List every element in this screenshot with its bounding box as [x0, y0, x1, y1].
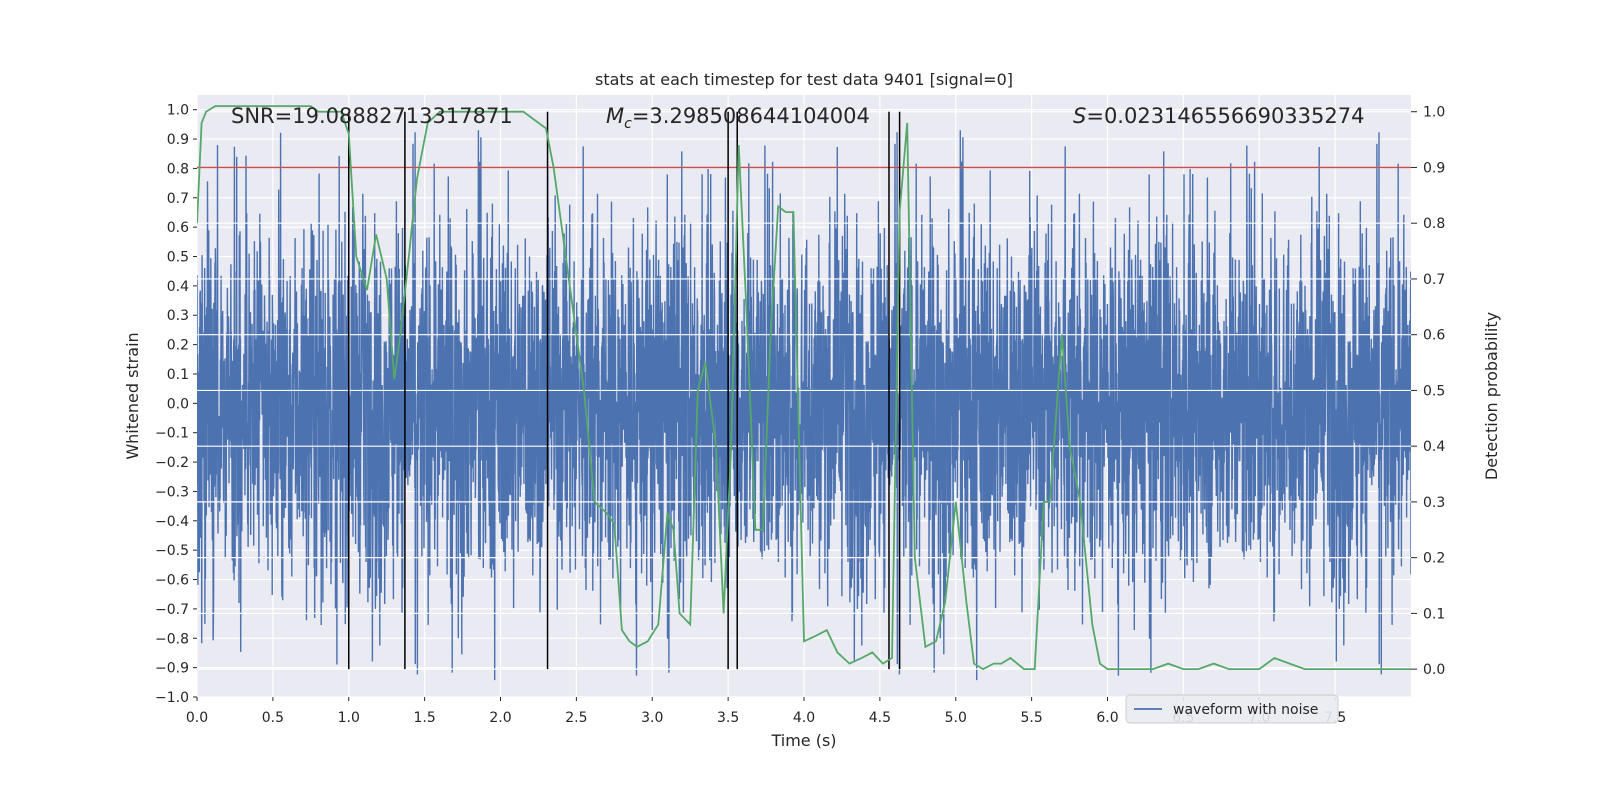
y-axis-ticks: 1.0 0.9 0.8 0.7 0.6 0.5 0.4 0.3 0.2 0.1 0.0 −0.1 −0.… [155, 103, 197, 706]
x-tick-label: 0.0 [186, 710, 208, 726]
y2-tick-label: 0.7 [1423, 272, 1445, 288]
snr-annotation: SNR=19.08882713317871 [231, 104, 513, 128]
x-axis-label: Time (s) [770, 731, 836, 750]
x-tick-label: 5.0 [945, 710, 967, 726]
x-tick-label: 5.5 [1020, 710, 1042, 726]
x-tick-label: 4.0 [793, 710, 815, 726]
y2-tick-label: 0.3 [1423, 495, 1445, 511]
y2-tick-label: 0.1 [1423, 606, 1445, 622]
y-tick-label: 1.0 [167, 103, 189, 119]
y-tick-label: −1.0 [155, 690, 189, 706]
mc-value: =3.298508644104004 [632, 104, 870, 128]
y2-tick-label: 0.0 [1423, 662, 1445, 678]
y2-tick-label: 0.5 [1423, 383, 1445, 399]
x-tick-label: 2.5 [565, 710, 587, 726]
y2-tick-label: 0.4 [1423, 439, 1445, 455]
x-tick-label: 2.0 [489, 710, 511, 726]
x-tick-label: 6.0 [1096, 710, 1118, 726]
x-tick-label: 0.5 [262, 710, 284, 726]
y-tick-label: −0.7 [155, 602, 189, 618]
waveform-series [197, 130, 1411, 681]
x-tick-label: 1.0 [338, 710, 360, 726]
y-tick-label: 0.4 [167, 279, 189, 295]
y-tick-label: 0.2 [167, 338, 189, 354]
y-tick-label: 0.7 [167, 191, 189, 207]
y-tick-label: −0.9 [155, 661, 189, 677]
legend-box [1125, 694, 1339, 724]
y-axis-label: Whitened strain [123, 332, 142, 459]
y-tick-label: 0.3 [167, 308, 189, 324]
x-tick-label: 1.5 [413, 710, 435, 726]
y-tick-label: 0.6 [167, 220, 189, 236]
x-tick-label: 4.5 [869, 710, 891, 726]
chart-title: stats at each timestep for test data 940… [595, 70, 1013, 89]
y-tick-label: 0.5 [167, 250, 189, 266]
y2-tick-label: 0.6 [1423, 328, 1445, 344]
waveform-line [197, 130, 1411, 681]
legend-label: waveform with noise [1173, 702, 1318, 718]
event-lines [348, 111, 901, 670]
y2-tick-label: 0.2 [1423, 551, 1445, 567]
y-tick-label: −0.1 [155, 426, 189, 442]
y-tick-label: 0.9 [167, 132, 189, 148]
y-tick-label: −0.8 [155, 631, 189, 647]
s-value: =0.023146556690335274 [1086, 104, 1364, 128]
y-tick-label: 0.8 [167, 161, 189, 177]
y2-tick-label: 0.9 [1423, 160, 1445, 176]
s-annotation: S=0.023146556690335274 [1073, 104, 1364, 128]
probability-line [197, 105, 1411, 671]
y2-axis-label: Detection probability [1482, 312, 1501, 480]
y-tick-label: −0.3 [155, 484, 189, 500]
legend: waveform with noise [1125, 694, 1339, 724]
mc-annotation: Mc=3.298508644104004 [606, 104, 870, 132]
y2-axis-ticks: 1.0 0.9 0.8 0.7 0.6 0.5 0.4 0.3 0.2 0.1 0.0 [1411, 105, 1445, 678]
y-tick-label: −0.6 [155, 573, 189, 589]
y-tick-label: 0.0 [167, 396, 189, 412]
probability-series [197, 105, 1411, 671]
y-tick-label: −0.5 [155, 543, 189, 559]
y2-tick-label: 0.8 [1423, 216, 1445, 232]
y-tick-label: 0.1 [167, 367, 189, 383]
y-tick-label: −0.2 [155, 455, 189, 471]
y2-tick-label: 1.0 [1423, 105, 1445, 121]
x-tick-label: 3.5 [717, 710, 739, 726]
x-tick-label: 3.0 [641, 710, 663, 726]
y-tick-label: −0.4 [155, 514, 189, 530]
